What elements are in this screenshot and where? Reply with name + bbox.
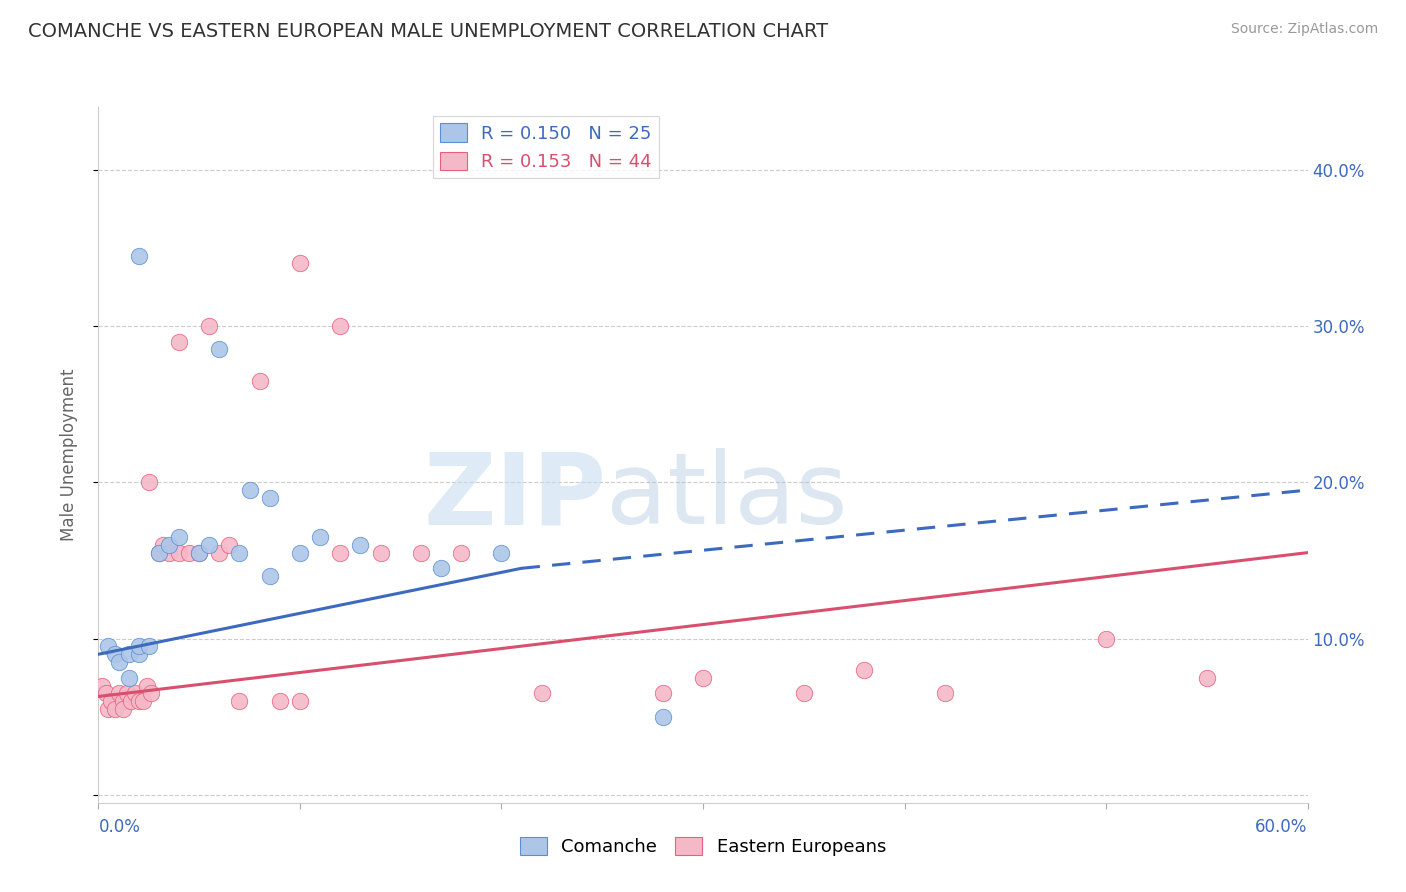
Text: COMANCHE VS EASTERN EUROPEAN MALE UNEMPLOYMENT CORRELATION CHART: COMANCHE VS EASTERN EUROPEAN MALE UNEMPL… <box>28 22 828 41</box>
Point <box>208 343 231 357</box>
Point <box>288 694 311 708</box>
Point <box>793 686 815 700</box>
Point <box>259 491 281 505</box>
Point <box>188 546 211 560</box>
Point <box>135 679 157 693</box>
Point <box>167 530 190 544</box>
Point <box>103 647 125 661</box>
Point <box>157 546 180 560</box>
Point <box>120 694 142 708</box>
Point <box>152 538 174 552</box>
Legend: Comanche, Eastern Europeans: Comanche, Eastern Europeans <box>513 830 893 863</box>
Point <box>115 686 138 700</box>
Point <box>124 686 146 700</box>
Point <box>288 546 311 560</box>
Point <box>188 546 211 560</box>
Text: ZIP: ZIP <box>423 448 606 545</box>
Y-axis label: Male Unemployment: Male Unemployment <box>59 368 77 541</box>
Point <box>853 663 876 677</box>
Point <box>128 647 150 661</box>
Point <box>103 702 125 716</box>
Point <box>259 569 281 583</box>
Point <box>651 710 673 724</box>
Point <box>208 546 231 560</box>
Point <box>97 640 120 654</box>
Point <box>138 475 160 490</box>
Point <box>111 694 134 708</box>
Text: Source: ZipAtlas.com: Source: ZipAtlas.com <box>1230 22 1378 37</box>
Point <box>148 546 170 560</box>
Point <box>107 655 129 669</box>
Point <box>128 640 150 654</box>
Point <box>651 686 673 700</box>
Point <box>1195 671 1218 685</box>
Point <box>329 318 352 333</box>
Point <box>157 538 180 552</box>
Point <box>179 546 201 560</box>
Point <box>530 686 553 700</box>
Point <box>167 334 190 349</box>
Point <box>198 318 221 333</box>
Point <box>128 249 150 263</box>
Point <box>139 686 162 700</box>
Point <box>1095 632 1118 646</box>
Point <box>218 538 240 552</box>
Point <box>198 538 221 552</box>
Point <box>409 546 432 560</box>
Point <box>132 694 155 708</box>
Point <box>96 686 118 700</box>
Text: 0.0%: 0.0% <box>98 818 141 836</box>
Point <box>97 702 120 716</box>
Point <box>370 546 392 560</box>
Point <box>100 694 122 708</box>
Point <box>329 546 352 560</box>
Point <box>128 694 150 708</box>
Point <box>138 640 160 654</box>
Point <box>167 546 190 560</box>
Point <box>148 546 170 560</box>
Point <box>450 546 472 560</box>
Point <box>107 686 129 700</box>
Point <box>91 679 114 693</box>
Point <box>228 694 250 708</box>
Point <box>349 538 371 552</box>
Point <box>249 374 271 388</box>
Text: 60.0%: 60.0% <box>1256 818 1308 836</box>
Text: atlas: atlas <box>606 448 848 545</box>
Point <box>309 530 332 544</box>
Point <box>692 671 714 685</box>
Point <box>269 694 291 708</box>
Point <box>288 256 311 270</box>
Point <box>239 483 262 497</box>
Point <box>118 671 141 685</box>
Point <box>491 546 513 560</box>
Point <box>934 686 956 700</box>
Point <box>430 561 453 575</box>
Point <box>111 702 134 716</box>
Point <box>228 546 250 560</box>
Point <box>118 647 141 661</box>
